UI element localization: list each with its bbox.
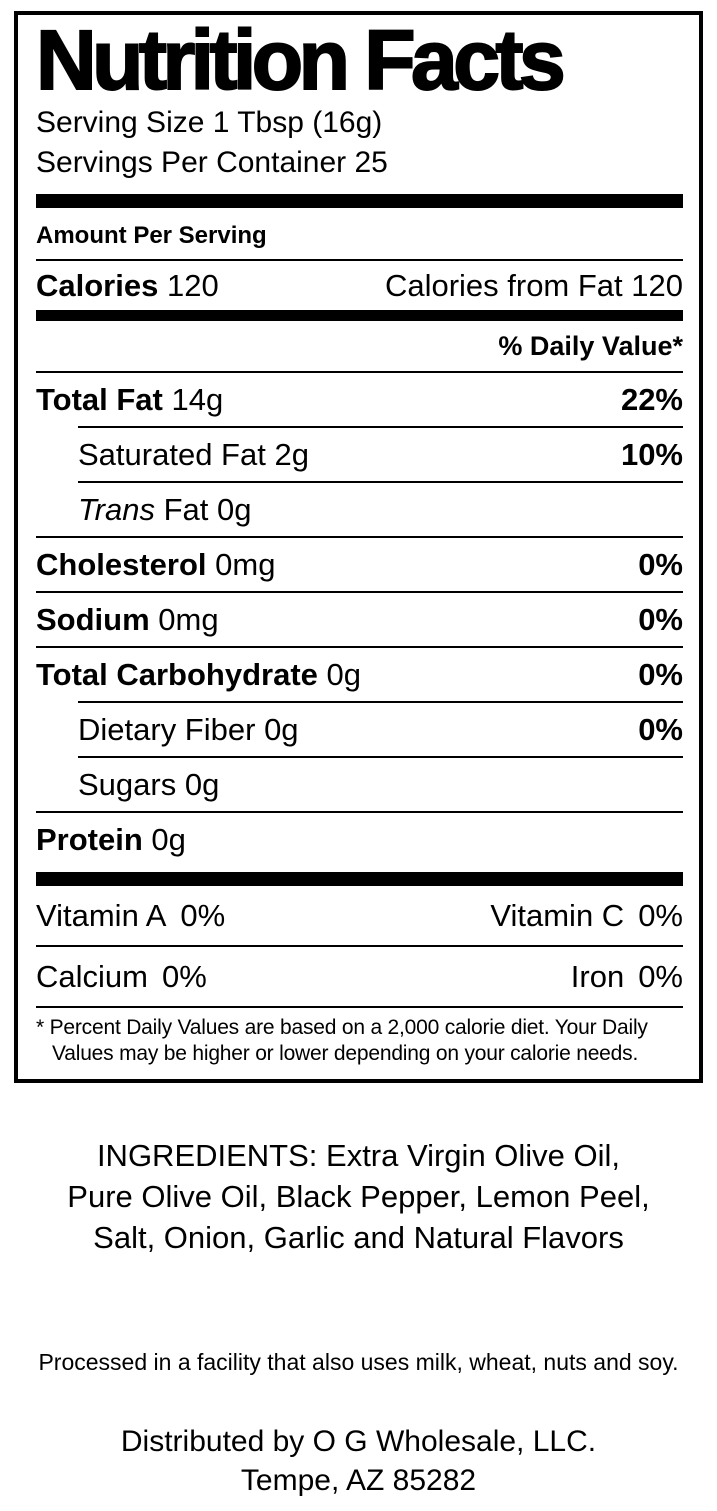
nutrient-dv: 0% [638, 657, 683, 692]
vitamin-name: Iron [570, 959, 625, 994]
nutrient-name: Cholesterol [36, 547, 207, 582]
nutrient-name: Saturated Fat [78, 437, 266, 472]
calories-from-fat: Calories from Fat 120 [384, 268, 683, 303]
nutrient-row-saturated-fat: Saturated Fat 2g 10% [36, 428, 683, 481]
nutrient-dv: 10% [620, 437, 683, 472]
vitamin-name: Calcium [36, 959, 148, 994]
servings-per-container-text: Servings Per Container 25 [36, 146, 388, 179]
nutrient-amount: 0g [184, 767, 220, 802]
nutrient-row-total-fat: Total Fat 14g 22% [36, 373, 683, 426]
ingredients-line: Pure Olive Oil, Black Pepper, Lemon Peel… [67, 1179, 650, 1214]
rule [36, 1006, 683, 1008]
nutrient-amount: 0g [217, 492, 252, 527]
calories-row: Calories 120 Calories from Fat 120 [36, 261, 683, 310]
rule [36, 259, 683, 261]
vitamin-value: 0% [161, 959, 207, 994]
daily-value-heading: % Daily Value* [498, 331, 683, 361]
nutrient-dv: 22% [620, 382, 683, 417]
nutrient-dv: 0% [638, 712, 683, 747]
distributor-line: Distributed by O G Wholesale, LLC. [120, 1425, 597, 1458]
nutrient-amount: 14g [171, 382, 224, 417]
rule [36, 646, 683, 648]
rule [36, 591, 683, 593]
nutrient-name: Total Fat [36, 382, 163, 417]
nutrient-amount: 0mg [158, 602, 219, 637]
nutrient-row-sugars: Sugars 0g [36, 758, 683, 811]
calories-value: 120 [166, 268, 219, 303]
nutrient-amount: 0g [264, 712, 299, 747]
nutrient-row-cholesterol: Cholesterol 0mg 0% [36, 538, 683, 591]
rule-indented [78, 481, 683, 483]
calories-label: Calories [36, 268, 159, 303]
distributor-info: Distributed by O G Wholesale, LLC. Tempe… [0, 1422, 717, 1500]
vitamin-value: 0% [638, 959, 683, 994]
thick-divider-vitamins [36, 872, 683, 886]
thick-divider-calories [36, 310, 683, 321]
nutrient-name: Sodium [36, 602, 150, 637]
rule [36, 811, 683, 813]
nutrient-row-dietary-fiber: Dietary Fiber 0g 0% [36, 703, 683, 756]
nutrient-row-sodium: Sodium 0mg 0% [36, 593, 683, 646]
vitamin-value: 0% [638, 898, 683, 933]
nutrient-amount: 0g [326, 657, 362, 692]
vitamin-row-a-c: Vitamin A 0% Vitamin C 0% [36, 886, 683, 945]
ingredients-line: Salt, Onion, Garlic and Natural Flavors [93, 1220, 624, 1255]
nutrient-amount: 2g [274, 437, 309, 472]
nutrient-name: Protein [36, 822, 143, 857]
ingredients-line: INGREDIENTS: Extra Virgin Olive Oil, [96, 1138, 621, 1173]
rule [36, 945, 683, 947]
nutrient-amount: 0g [151, 822, 186, 857]
nutrient-dv: 0% [638, 547, 683, 582]
thick-divider-top [36, 194, 683, 208]
nutrient-name: Sugars [78, 767, 177, 802]
nutrient-name-italic: Trans [78, 492, 155, 527]
rule [36, 371, 683, 373]
nutrient-name: Total Carbohydrate [36, 657, 318, 692]
distributor-line: Tempe, AZ 85282 [240, 1464, 477, 1497]
vitamin-name: Vitamin A [36, 898, 167, 933]
allergen-notice: Processed in a facility that also uses m… [38, 1349, 679, 1375]
rule [36, 536, 683, 538]
vitamin-row-calcium-iron: Calcium 0% Iron 0% [36, 947, 683, 1006]
daily-value-footnote: * Percent Daily Values are based on a 2,… [36, 1016, 648, 1065]
nutrient-name: Fat [163, 492, 209, 527]
rule-indented [78, 701, 683, 703]
vitamin-name: Vitamin C [490, 898, 625, 933]
amount-per-serving-heading: Amount Per Serving [36, 222, 267, 249]
nutrient-dv: 0% [638, 602, 683, 637]
calories-left: Calories 120 [36, 261, 219, 310]
vitamin-value: 0% [180, 898, 226, 933]
nutrient-row-trans-fat: Trans Fat 0g [36, 483, 683, 536]
nutrition-facts-title: Nutrition Facts [35, 13, 567, 107]
nutrient-amount: 0mg [215, 547, 276, 582]
ingredients-text: INGREDIENTS: Extra Virgin Olive Oil, Pur… [0, 1135, 717, 1258]
rule-indented [78, 426, 683, 428]
nutrient-row-total-carbohydrate: Total Carbohydrate 0g 0% [36, 648, 683, 701]
rule-indented [78, 756, 683, 758]
nutrient-row-protein: Protein 0g [36, 813, 683, 866]
nutrition-facts-panel: Nutrition Facts Serving Size 1 Tbsp (16g… [14, 11, 703, 1083]
nutrient-name: Dietary Fiber [78, 712, 256, 747]
serving-size-text: Serving Size 1 Tbsp (16g) [36, 106, 383, 139]
